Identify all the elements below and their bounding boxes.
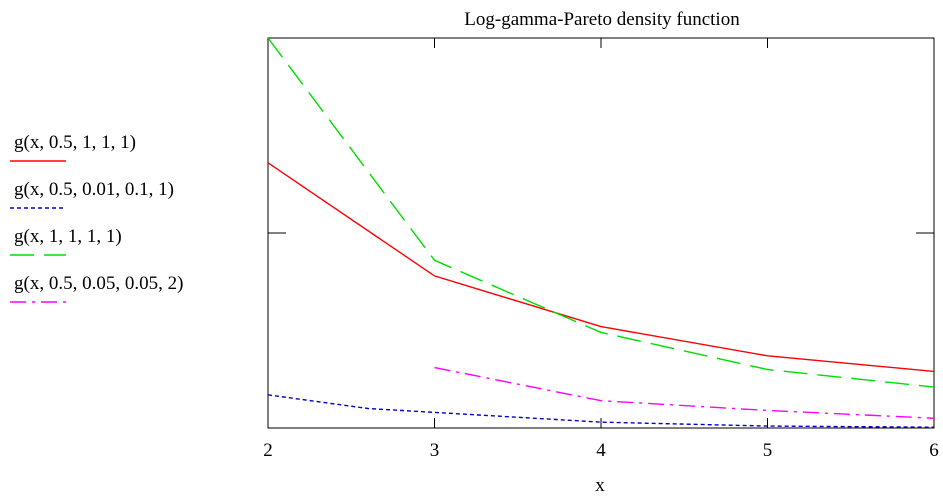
series-line-4 <box>434 366 934 419</box>
x-axis-label: x <box>595 475 605 494</box>
plot-frame <box>267 37 935 429</box>
x-tick-label: 2 <box>263 440 273 461</box>
series-line-2 <box>268 394 934 428</box>
x-tick-label: 3 <box>430 440 440 461</box>
legend-label: g(x, 0.5, 0.01, 0.1, 1) <box>14 179 174 200</box>
legend: g(x, 0.5, 1, 1, 1) g(x, 0.5, 0.01, 0.1, 1… <box>10 132 183 303</box>
series-line-3 <box>268 38 934 388</box>
x-tick-label: 5 <box>763 440 773 461</box>
legend-label: g(x, 1, 1, 1, 1) <box>14 226 122 247</box>
x-tick-label: 6 <box>929 440 939 461</box>
series-layer <box>268 38 934 428</box>
plot-border <box>267 37 935 429</box>
chart-title: Log-gamma-Pareto density function <box>464 9 740 30</box>
x-tick-label: 4 <box>596 440 606 461</box>
x-tick-labels: 2 3 4 5 6 <box>263 440 939 461</box>
legend-label: g(x, 0.5, 0.05, 0.05, 2) <box>14 273 183 294</box>
series-line-1 <box>268 162 934 373</box>
legend-label: g(x, 0.5, 1, 1, 1) <box>14 132 136 153</box>
